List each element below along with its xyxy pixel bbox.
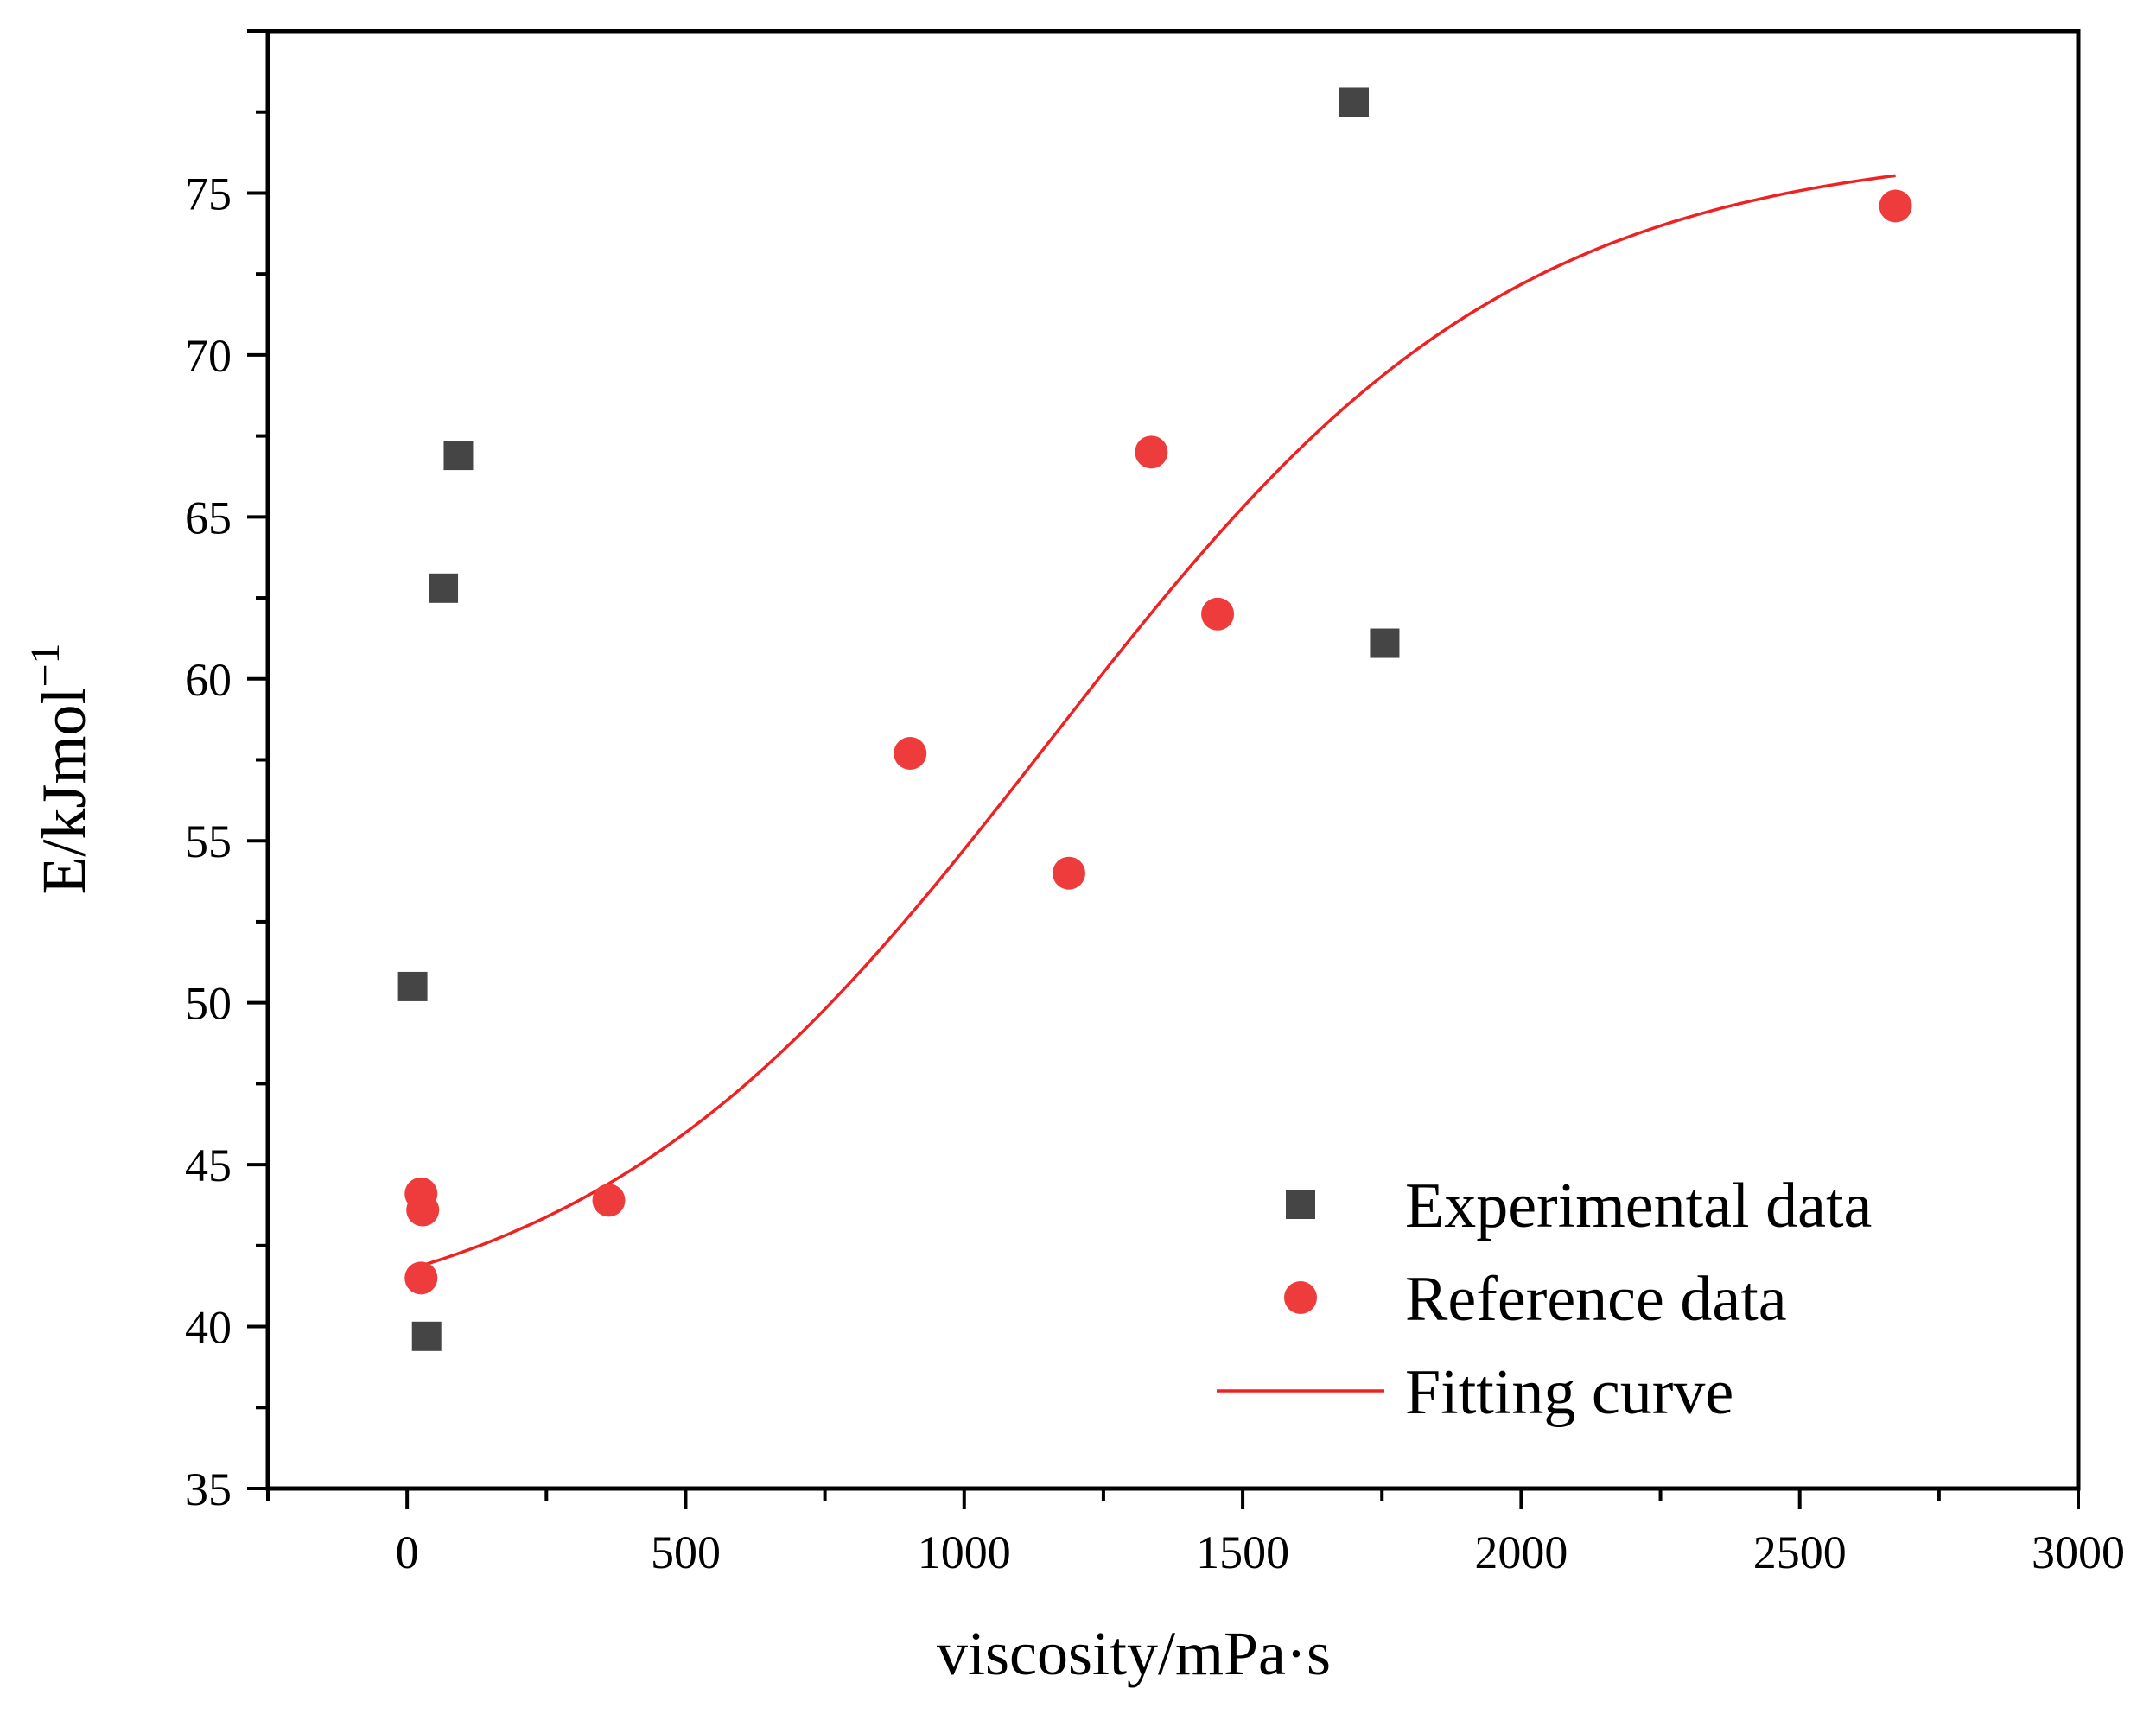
plot-frame bbox=[265, 29, 2081, 1491]
reference-data-point bbox=[1201, 597, 1235, 631]
fitting-curve-line bbox=[420, 174, 1896, 1267]
reference-data-point bbox=[1879, 189, 1912, 223]
reference-data-point bbox=[894, 737, 927, 771]
y-axis-ticks bbox=[247, 29, 268, 1490]
y-tick-label: 55 bbox=[185, 816, 232, 867]
reference-data-point bbox=[1052, 856, 1085, 890]
x-tick-label: 0 bbox=[396, 1527, 419, 1578]
legend-experimental-marker bbox=[1286, 1190, 1315, 1219]
experimental-data-point bbox=[411, 1321, 442, 1351]
y-tick-label: 40 bbox=[185, 1302, 232, 1354]
y-tick-label: 50 bbox=[185, 978, 232, 1030]
y-tick-label: 60 bbox=[185, 654, 232, 706]
legend-experimental-label: Experimental data bbox=[1405, 1171, 1872, 1241]
x-tick-label: 500 bbox=[651, 1527, 721, 1578]
experimental-data-point bbox=[1370, 628, 1400, 658]
x-tick-label: 2500 bbox=[1753, 1527, 1847, 1578]
x-tick-label: 1500 bbox=[1196, 1527, 1289, 1578]
y-tick-label: 65 bbox=[185, 492, 232, 543]
x-tick-label: 1000 bbox=[918, 1527, 1011, 1578]
x-tick-label: 2000 bbox=[1474, 1527, 1568, 1578]
reference-data-point bbox=[406, 1193, 440, 1227]
legend-reference-label: Reference data bbox=[1405, 1264, 1787, 1335]
y-axis-title: E/kJmol−1 bbox=[22, 643, 99, 894]
y-tick-label: 35 bbox=[185, 1463, 232, 1515]
experimental-data-point bbox=[1339, 87, 1369, 117]
y-tick-label: 75 bbox=[185, 168, 232, 219]
x-tick-label: 3000 bbox=[2032, 1527, 2125, 1578]
reference-data-point bbox=[404, 1261, 438, 1295]
legend: Experimental data Reference data Fitting… bbox=[1217, 1171, 1872, 1428]
x-axis-tick-labels: 0 500 1000 1500 2000 2500 3000 bbox=[396, 1527, 2125, 1578]
legend-reference-marker bbox=[1284, 1281, 1317, 1314]
experimental-data-point bbox=[429, 573, 459, 603]
legend-fitting-label: Fitting curve bbox=[1405, 1357, 1733, 1428]
experimental-data-point bbox=[397, 971, 428, 1001]
reference-data-point bbox=[1135, 435, 1168, 469]
x-axis-ticks bbox=[266, 1489, 2080, 1509]
y-tick-label: 70 bbox=[185, 330, 232, 382]
experimental-data-point bbox=[443, 441, 474, 471]
reference-data-point bbox=[592, 1184, 626, 1217]
y-axis-tick-labels: 35 40 45 50 55 60 65 70 75 bbox=[185, 168, 232, 1515]
x-axis-title: viscosity/mPa·s bbox=[937, 1619, 1331, 1688]
data-points bbox=[397, 87, 1912, 1351]
plot-area: 0 500 1000 1500 2000 2500 3000 35 40 45 50 55 60 65 7… bbox=[185, 29, 2125, 1578]
y-tick-label: 45 bbox=[185, 1139, 232, 1191]
